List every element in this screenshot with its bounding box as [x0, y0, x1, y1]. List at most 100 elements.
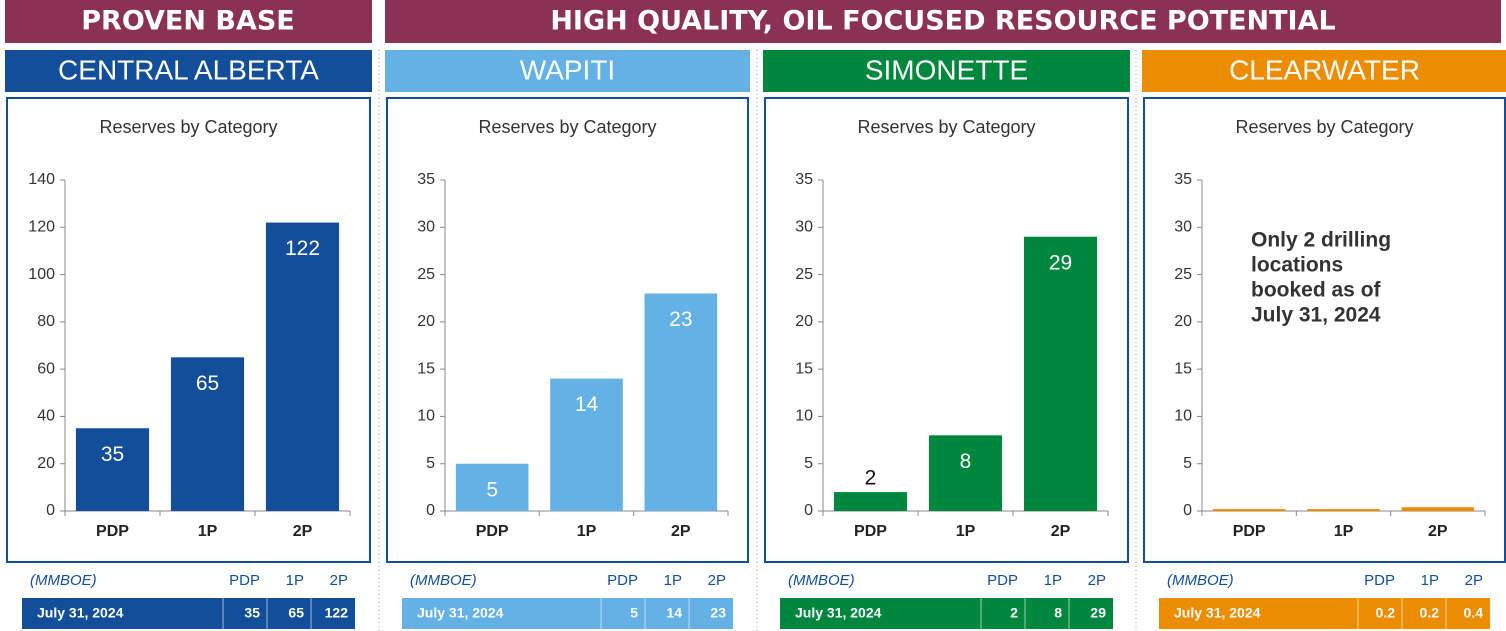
chart-frame: [386, 97, 749, 563]
annotation: booked as of: [1251, 279, 1382, 302]
bar: [265, 222, 340, 512]
table-header: 1P: [286, 572, 304, 589]
table-row: [402, 598, 733, 629]
table-cell: 29: [1090, 605, 1106, 621]
y-tick-label: 0: [1183, 502, 1192, 519]
table-header: PDP: [229, 572, 260, 589]
table-cell: 14: [666, 605, 682, 621]
y-tick-label: 100: [28, 266, 55, 283]
x-tick-label: PDP: [96, 523, 129, 540]
table-cell: 8: [1054, 605, 1062, 621]
x-tick-label: 1P: [577, 523, 597, 540]
chart-title: Reserves by Category: [1235, 117, 1413, 137]
table-header: 1P: [1421, 572, 1439, 589]
table-header: 1P: [1044, 572, 1062, 589]
data-label: 8: [960, 450, 972, 473]
region-title: CENTRAL ALBERTA: [58, 54, 319, 85]
y-tick-label: 35: [1174, 171, 1192, 188]
table-row-label: July 31, 2024: [1174, 605, 1261, 621]
region-bar: [763, 50, 1130, 92]
table-row: [780, 598, 1113, 629]
table-unit: (MMBOE): [410, 572, 477, 589]
table-header: PDP: [987, 572, 1018, 589]
data-label: 35: [101, 443, 124, 466]
y-tick-label: 20: [795, 313, 813, 330]
y-tick-label: 35: [417, 171, 435, 188]
table-cell: 5: [630, 605, 638, 621]
section-title: HIGH QUALITY, OIL FOCUSED RESOURCE POTEN…: [550, 6, 1335, 37]
y-tick-label: 25: [417, 266, 435, 283]
table-header: 2P: [708, 572, 726, 589]
y-tick-label: 140: [28, 171, 55, 188]
table-unit: (MMBOE): [1167, 572, 1234, 589]
y-tick-label: 0: [804, 502, 813, 519]
bar: [833, 492, 908, 511]
table-unit: (MMBOE): [30, 572, 97, 589]
x-tick-label: 2P: [293, 523, 313, 540]
table-cell: 122: [325, 605, 349, 621]
table-cell: 0.2: [1420, 605, 1440, 621]
y-tick-label: 10: [1174, 408, 1192, 425]
y-tick-label: 15: [1174, 360, 1192, 377]
x-tick-label: PDP: [854, 523, 887, 540]
table-cell: 2: [1010, 605, 1018, 621]
bar: [75, 428, 150, 511]
bar: [1023, 236, 1098, 511]
bar: [550, 378, 623, 511]
table-cell: 23: [710, 605, 726, 621]
chart-title: Reserves by Category: [857, 117, 1035, 137]
data-label: 5: [486, 478, 498, 501]
bar: [455, 463, 529, 511]
y-tick-label: 5: [804, 455, 813, 472]
header-bar: [5, 0, 372, 43]
y-tick-label: 15: [417, 360, 435, 377]
data-label: 29: [1049, 251, 1072, 274]
table-header: 2P: [1088, 572, 1106, 589]
y-tick-label: 40: [37, 408, 55, 425]
y-tick-label: 25: [795, 266, 813, 283]
y-tick-label: 25: [1174, 266, 1192, 283]
table-header: PDP: [607, 572, 638, 589]
chart-frame: [1143, 97, 1506, 563]
y-tick-label: 5: [426, 455, 435, 472]
data-label: 65: [196, 372, 219, 395]
table-cell: 35: [244, 605, 260, 621]
chart-title: Reserves by Category: [99, 117, 277, 137]
bar: [1401, 507, 1475, 511]
bar: [928, 435, 1003, 511]
y-tick-label: 5: [1183, 455, 1192, 472]
data-label: 122: [285, 237, 320, 260]
x-tick-label: 1P: [956, 523, 976, 540]
y-tick-label: 20: [1174, 313, 1192, 330]
data-label: 14: [575, 393, 599, 416]
y-tick-label: 30: [1174, 219, 1192, 236]
table-row: [1159, 598, 1490, 629]
data-label: 23: [669, 308, 692, 331]
region-bar: [5, 50, 372, 92]
x-tick-label: 2P: [671, 523, 691, 540]
table-header: 2P: [1465, 572, 1483, 589]
x-tick-label: 1P: [1334, 523, 1354, 540]
y-tick-label: 120: [28, 219, 55, 236]
table-cell: 0.2: [1376, 605, 1396, 621]
y-tick-label: 15: [795, 360, 813, 377]
y-tick-label: 20: [37, 455, 55, 472]
bar: [1307, 509, 1380, 512]
y-tick-label: 30: [417, 219, 435, 236]
bar: [1212, 509, 1286, 512]
y-tick-label: 80: [37, 313, 55, 330]
data-label: 2: [865, 467, 877, 490]
table-row-label: July 31, 2024: [37, 605, 124, 621]
region-title: SIMONETTE: [865, 54, 1028, 85]
table-header: PDP: [1364, 572, 1395, 589]
bar: [644, 293, 718, 511]
y-tick-label: 10: [795, 408, 813, 425]
x-tick-label: PDP: [1233, 523, 1266, 540]
region-bar: [385, 50, 750, 92]
annotation: locations: [1251, 254, 1343, 277]
y-tick-label: 0: [46, 502, 55, 519]
y-tick-label: 20: [417, 313, 435, 330]
chart-frame: [6, 97, 371, 563]
chart-title: Reserves by Category: [478, 117, 656, 137]
